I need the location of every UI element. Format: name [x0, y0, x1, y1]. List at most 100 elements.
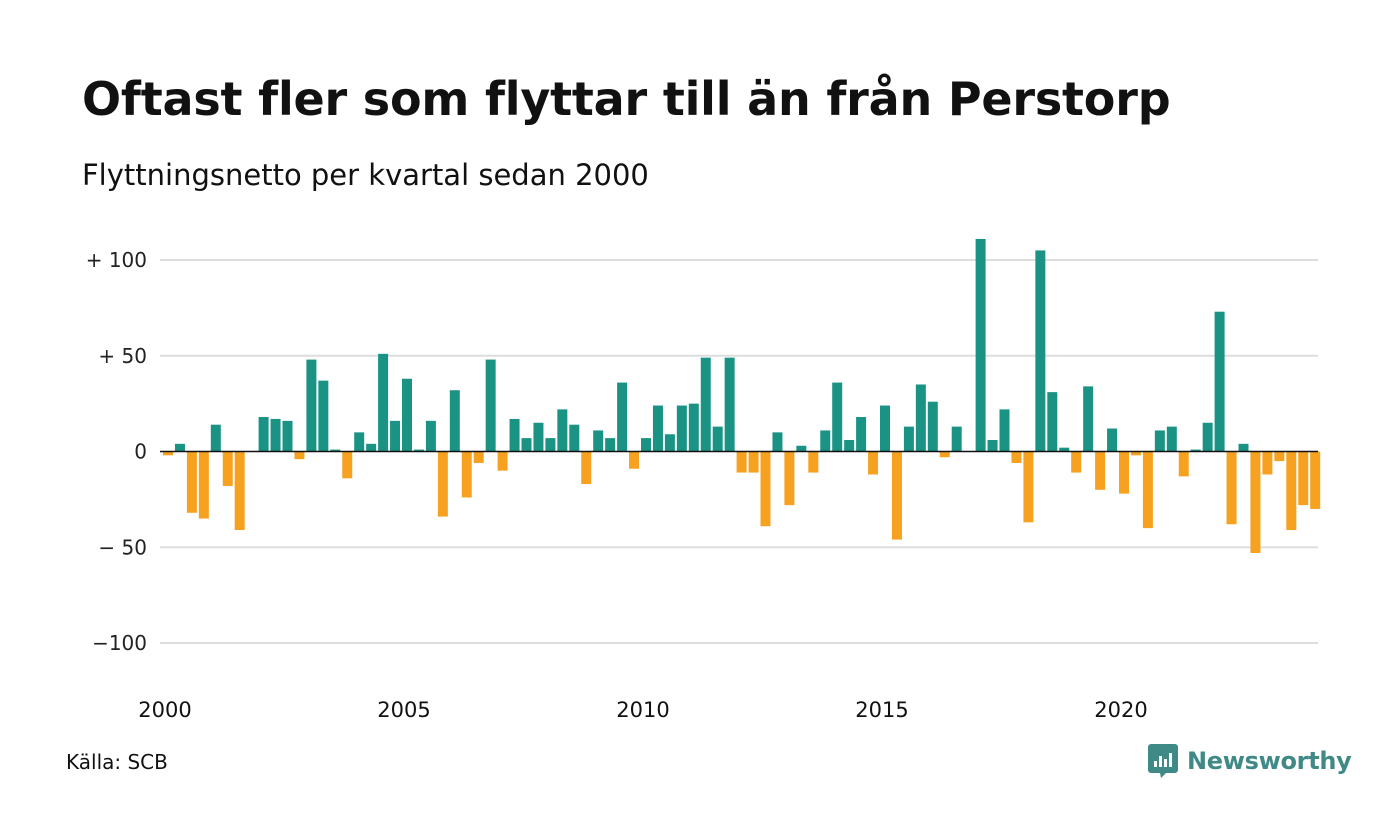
bar — [1238, 443, 1249, 452]
bar — [1142, 451, 1153, 529]
bar — [1166, 426, 1177, 452]
bar — [903, 426, 914, 452]
bar — [1035, 250, 1046, 452]
bar — [724, 357, 735, 452]
source-note: Källa: SCB — [66, 750, 168, 774]
y-tick-label: −100 — [92, 631, 147, 655]
bar — [234, 451, 245, 531]
x-axis-ticks: 2000 2005 2010 2015 2020 — [138, 698, 1147, 722]
bar — [605, 438, 616, 452]
y-tick-label: + 100 — [86, 248, 147, 272]
x-tick-label: 2020 — [1094, 698, 1147, 722]
bar — [1059, 447, 1070, 452]
bar — [306, 359, 317, 452]
bar — [473, 451, 484, 463]
bar — [736, 451, 747, 473]
bar — [521, 438, 532, 452]
bar — [1178, 451, 1189, 477]
chart-title: Oftast fler som flyttar till än från Per… — [82, 72, 1171, 126]
bar — [939, 451, 950, 458]
bar — [975, 238, 986, 452]
bar — [1190, 449, 1201, 452]
bar — [210, 424, 221, 452]
bar — [1107, 428, 1118, 452]
bar — [497, 451, 508, 471]
brand-name: Newsworthy — [1187, 747, 1352, 775]
bar — [258, 417, 269, 452]
bar — [294, 451, 305, 460]
bar — [868, 451, 879, 475]
bar — [999, 409, 1010, 452]
bar — [617, 382, 628, 452]
bar — [222, 451, 233, 486]
bar — [1083, 386, 1094, 452]
bar — [1071, 451, 1082, 473]
y-axis-ticks: + 100 + 50 0 − 50 −100 — [86, 248, 147, 655]
bar — [569, 424, 580, 452]
bar — [1310, 451, 1321, 509]
bar — [1095, 451, 1106, 490]
bar — [748, 451, 759, 473]
bar — [533, 422, 544, 452]
bar — [330, 449, 341, 452]
bar — [891, 451, 902, 540]
bar — [593, 430, 604, 452]
bar — [485, 359, 496, 452]
bar — [186, 451, 197, 513]
bar — [784, 451, 795, 506]
bar — [402, 378, 412, 452]
x-tick-label: 2005 — [377, 698, 430, 722]
bar — [270, 418, 281, 452]
bar — [378, 353, 389, 452]
grid-lines — [160, 259, 1318, 644]
bar — [413, 449, 424, 452]
y-tick-label: + 50 — [98, 344, 147, 368]
newsworthy-logo-icon — [1148, 744, 1178, 778]
bar — [676, 405, 687, 452]
bar — [844, 440, 855, 452]
bar — [915, 384, 926, 452]
bar — [425, 420, 436, 452]
bar — [1011, 451, 1022, 463]
bar — [856, 417, 867, 452]
bar — [772, 432, 783, 452]
bar — [1130, 451, 1141, 456]
x-tick-label: 2015 — [855, 698, 908, 722]
bar — [1262, 451, 1273, 475]
bar — [449, 390, 460, 452]
bar — [1250, 451, 1261, 553]
bar — [509, 418, 520, 452]
bar — [927, 401, 938, 452]
bar — [664, 434, 675, 452]
bar — [282, 420, 293, 452]
bar — [437, 451, 448, 517]
bar — [1298, 451, 1309, 506]
bar — [700, 357, 711, 452]
bar — [198, 451, 209, 519]
bar — [366, 443, 377, 452]
bar — [641, 438, 651, 452]
bar — [808, 451, 819, 473]
bar — [581, 451, 592, 485]
y-tick-label: − 50 — [98, 535, 147, 559]
bar — [1119, 451, 1129, 494]
bar — [461, 451, 472, 498]
y-tick-label: 0 — [134, 440, 147, 464]
bar — [174, 443, 185, 452]
bar — [880, 405, 890, 452]
bar — [1202, 422, 1213, 452]
bar — [1154, 430, 1165, 452]
bar — [342, 451, 353, 479]
bars — [163, 238, 1321, 553]
bar — [820, 430, 831, 452]
bar — [318, 380, 329, 452]
brand-logo: Newsworthy — [1148, 744, 1352, 778]
chart-subtitle: Flyttningsnetto per kvartal sedan 2000 — [82, 158, 649, 192]
bar — [1274, 451, 1285, 462]
bar — [354, 432, 365, 452]
bar — [1286, 451, 1297, 531]
bar — [629, 451, 640, 469]
bar — [796, 445, 807, 452]
bar — [1047, 392, 1058, 452]
bar — [390, 420, 401, 452]
